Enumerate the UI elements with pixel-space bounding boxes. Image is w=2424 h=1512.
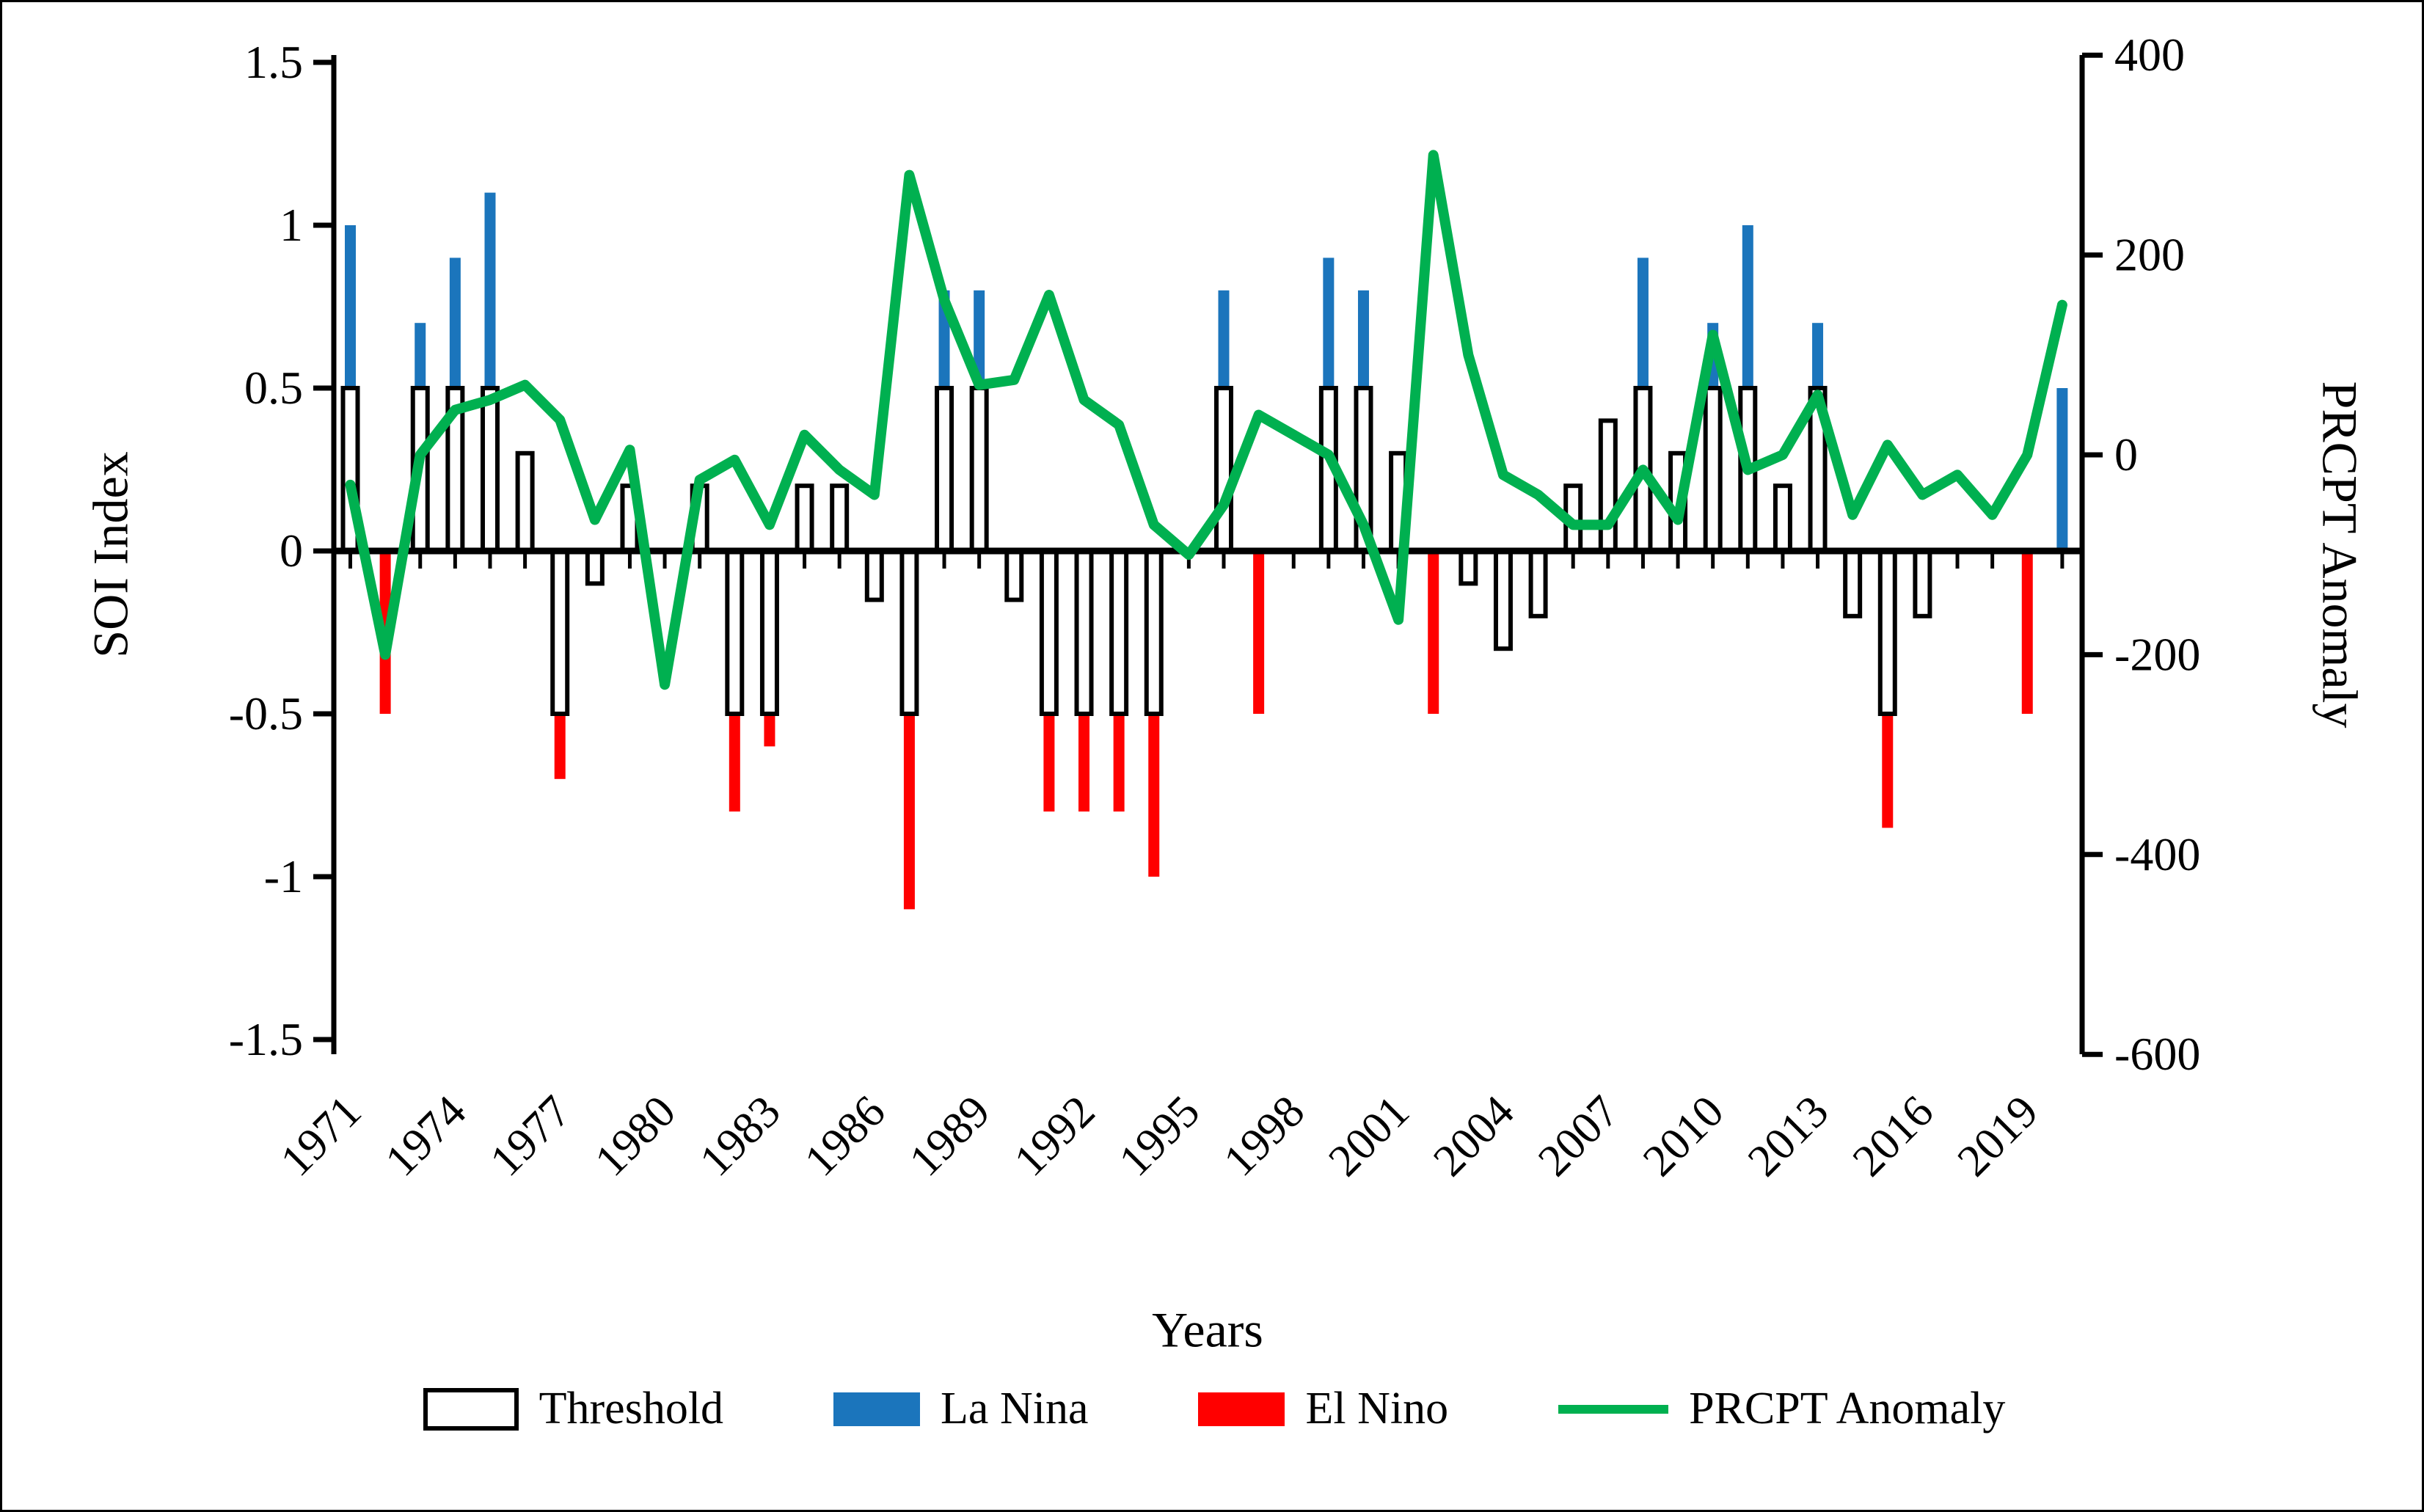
legend-item-la-nina: La Nina [833,1383,1088,1435]
threshold-bar [864,549,884,602]
soi-axis-title: SOI Index [82,451,139,658]
threshold-bar [759,549,779,716]
prcpt-line-swatch-icon [1558,1404,1669,1414]
legend-item-threshold: Threshold [423,1383,723,1435]
tick-label: 1989 [900,1086,1000,1186]
la-nina-swatch-icon [833,1392,921,1426]
tick-label: -1.5 [229,1013,303,1065]
el-nino-swatch-icon [1198,1392,1285,1426]
threshold-bar [1703,386,1723,553]
tick-label: 1986 [795,1086,895,1186]
threshold-bar [1877,549,1897,716]
legend-label: La Nina [941,1384,1089,1434]
tick-label: 1980 [585,1086,685,1186]
tick-label: 1974 [376,1086,475,1186]
threshold-bar [1039,549,1059,716]
threshold-bar [969,386,989,553]
tick-label: 1977 [481,1086,580,1186]
prcpt-line [345,150,2067,690]
threshold-bar [899,549,919,716]
tick-label: 2001 [1319,1086,1419,1186]
legend-label: Threshold [539,1384,724,1434]
tick-label: 200 [2114,229,2185,281]
tick-label: 2007 [1529,1086,1629,1186]
tick-label: 1971 [271,1086,371,1186]
tick-label: 0.5 [244,362,303,414]
threshold-bar [515,450,535,553]
tick-label: 0 [280,525,303,577]
tick-label: 2016 [1844,1086,1943,1186]
threshold-bar [550,549,570,716]
tick-label: 1983 [690,1086,790,1186]
threshold-bar [1459,549,1478,586]
tick-label: 1.5 [244,36,303,88]
threshold-swatch-icon [423,1387,519,1431]
tick-label: 1992 [1005,1086,1105,1186]
el-nino-bar [1428,551,1439,714]
tick-label: 1 [280,199,303,251]
legend-item-el-nino: El Nino [1198,1383,1448,1435]
threshold-bar [585,549,605,586]
threshold-bar [1109,549,1129,716]
threshold-bar [1144,549,1164,716]
threshold-bar [725,549,745,716]
threshold-bar [1843,549,1863,618]
tick-label: 1995 [1110,1086,1210,1186]
threshold-bar [1004,549,1024,602]
threshold-bar [795,483,814,554]
tick-label: -400 [2114,828,2200,880]
tick-label: 400 [2114,29,2185,81]
x-axis-title: Years [1152,1301,1263,1358]
legend-label: El Nino [1305,1384,1449,1434]
threshold-bar [1214,386,1233,553]
tick-label: -1 [264,850,303,902]
threshold-bar [1528,549,1548,618]
legend-label: PRCPT Anomaly [1689,1384,2006,1434]
tick-label: 2010 [1634,1086,1734,1186]
threshold-bar [830,483,850,554]
tick-label: 2013 [1739,1086,1839,1186]
tick-label: -0.5 [229,687,303,739]
threshold-bar [1493,549,1513,651]
tick-label: 0 [2114,428,2138,481]
tick-label: -200 [2114,628,2200,680]
legend-item-prcpt: PRCPT Anomaly [1558,1383,2005,1435]
el-nino-bar [2021,551,2033,714]
legend: Threshold La Nina El Nino PRCPT Anomaly [2,1383,2422,1435]
prcpt-axis-title: PRCPT Anomaly [2312,381,2368,728]
tick-label: -600 [2114,1028,2200,1080]
la-nina-bar [2056,388,2068,551]
tick-label: 2004 [1424,1086,1524,1186]
threshold-bar [1074,549,1094,716]
threshold-bar [1773,483,1792,554]
threshold-bar [1598,418,1618,554]
threshold-bar [935,386,954,553]
tick-label: 2019 [1948,1086,2048,1186]
tick-label: 1998 [1214,1086,1314,1186]
threshold-bar [480,386,500,553]
threshold-bar [1913,549,1932,618]
el-nino-bar [1253,551,1265,714]
